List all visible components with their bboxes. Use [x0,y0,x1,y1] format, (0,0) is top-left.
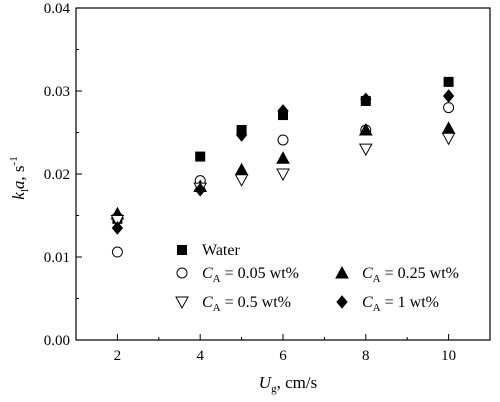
data-point-ca-1 [111,221,124,235]
legend-label-water: Water [202,242,240,259]
x-axis-ticks: 2 4 6 8 10 [75,334,491,364]
legend-item-ca-1: CA = 1 wt% [336,294,439,314]
legend-item-ca-0-5: CA = 0.5 wt% [175,294,291,314]
series-ca-0-5 [110,132,456,228]
data-point-ca-0-5 [358,143,373,157]
data-point-ca-0-05 [443,102,455,114]
y-tick-label: 0.00 [44,333,70,349]
data-point-ca-0-25 [358,122,373,136]
data-point-ca-0-25 [441,121,456,134]
x-tick-label: 4 [196,348,204,364]
data-point-water [195,151,206,162]
y-tick-label: 0.02 [44,167,70,183]
data-point-ca-1 [277,104,289,118]
y-tick-label: 0.03 [44,84,70,100]
data-point-ca-1 [442,89,455,103]
x-axis-title: Ug, cm/s [259,373,317,395]
data-point-ca-1 [194,182,206,197]
legend-marker-ca-0-05 [176,267,188,279]
data-point-ca-0-25 [234,162,249,176]
data-point-ca-0-5 [234,174,249,187]
x-tick-label: 10 [441,348,456,364]
data-point-ca-0-5 [276,168,290,182]
data-point-ca-1 [360,92,372,107]
x-tick-label: 2 [114,348,122,364]
data-point-ca-1 [235,128,248,142]
legend-marker-ca-1 [336,295,348,309]
legend-label-ca-0-05: CA = 0.05 wt% [202,265,299,285]
legend-item-water: Water [177,242,240,259]
data-point-ca-0-25 [276,151,290,164]
y-axis-title: kla, s-1 [8,156,31,199]
legend-marker-water [177,245,187,255]
data-markers [110,76,456,258]
data-point-ca-0-05 [277,134,289,146]
x-tick-label: 6 [279,348,287,364]
x-tick-label: 8 [362,348,370,364]
legend-item-ca-0-25: CA = 0.25 wt% [335,265,459,285]
legend-label-ca-0-5: CA = 0.5 wt% [202,294,291,314]
data-point-water [443,76,454,87]
legend-label-ca-0-25: CA = 0.25 wt% [362,265,459,285]
y-axis-ticks: 0.00 0.01 0.02 0.03 0.04 [44,1,82,349]
y-tick-label: 0.04 [44,1,71,17]
data-point-ca-0-5 [110,214,125,228]
legend: Water CA = 0.05 wt% CA = 0.25 wt% CA = 0.5 … [175,242,459,314]
series-ca-1 [111,89,455,235]
series-water [112,76,454,224]
legend-item-ca-0-05: CA = 0.05 wt% [176,265,299,285]
legend-label-ca-1: CA = 1 wt% [362,294,439,314]
legend-marker-ca-0-25 [335,265,349,279]
data-point-ca-0-5 [441,132,456,146]
legend-marker-ca-0-5 [175,296,189,310]
data-point-ca-0-05 [111,246,123,258]
y-tick-label: 0.01 [44,250,70,266]
